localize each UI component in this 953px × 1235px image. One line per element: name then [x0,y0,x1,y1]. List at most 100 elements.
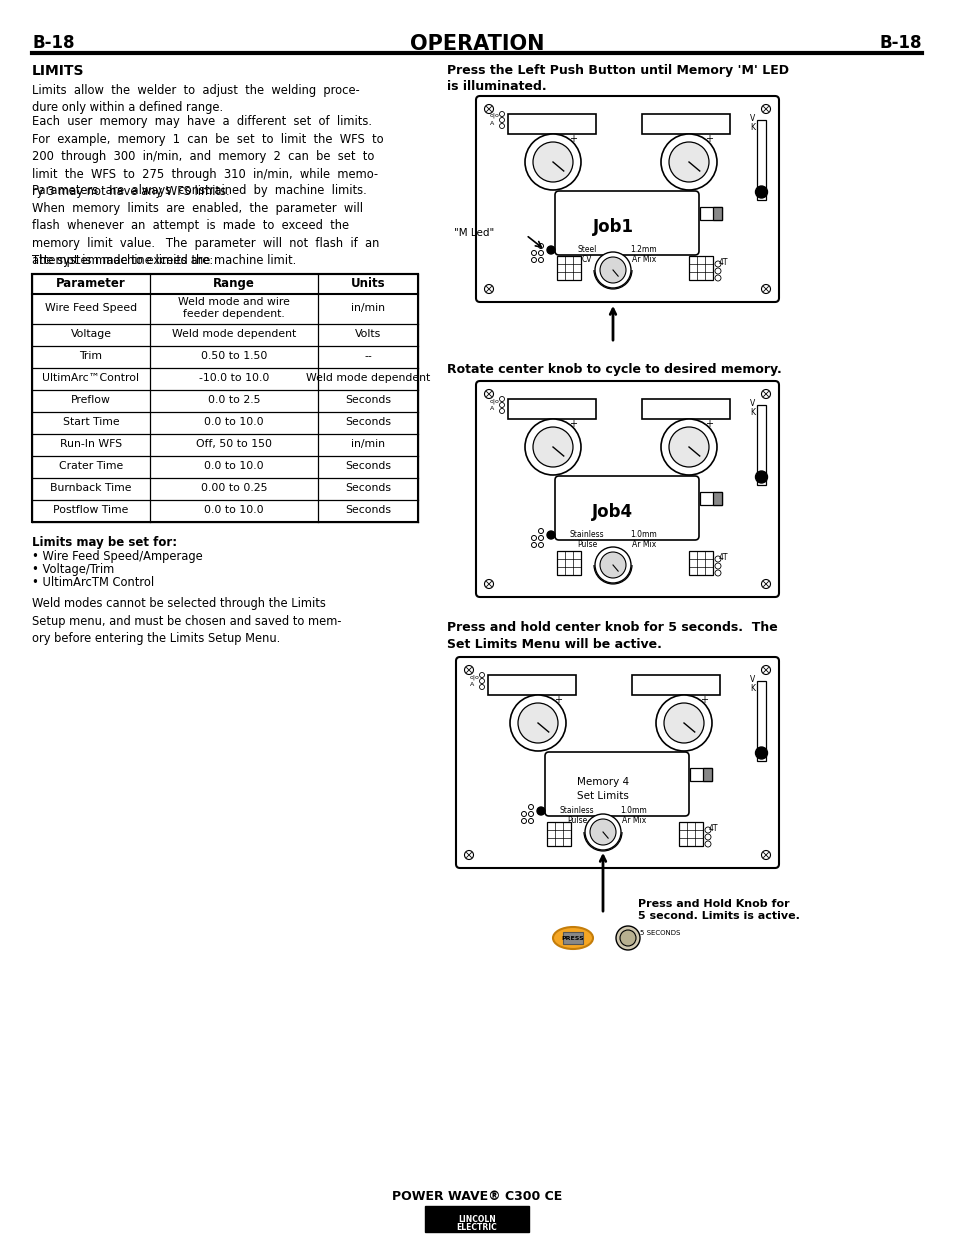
Bar [641,399,729,419]
Text: • Voltage/Trim: • Voltage/Trim [32,563,114,577]
Circle shape [533,427,573,467]
Text: Job4: Job4 [592,503,633,521]
Circle shape [755,471,767,483]
Text: A: A [470,682,474,687]
Text: 0.00 to 0.25: 0.00 to 0.25 [200,483,267,493]
Bar [688,256,712,280]
Circle shape [755,186,767,198]
Text: • Wire Feed Speed/Amperage: • Wire Feed Speed/Amperage [32,551,203,563]
Text: Trim: Trim [79,351,102,362]
Text: Range: Range [213,278,254,290]
Bar [702,768,711,781]
Text: V: V [750,114,755,124]
Text: Seconds: Seconds [345,505,391,515]
Text: Start Time: Start Time [63,417,119,427]
Text: +: + [568,419,577,429]
Text: "M Led": "M Led" [454,228,494,238]
Text: UltimArc™Control: UltimArc™Control [43,373,139,383]
Bar [507,114,596,135]
Text: 1.0mm
Ar Mix: 1.0mm Ar Mix [630,530,657,550]
Text: Limits may be set for:: Limits may be set for: [32,536,177,550]
Text: Rotate center knob to cycle to desired memory.: Rotate center knob to cycle to desired m… [447,363,781,375]
Bar [757,680,765,761]
Text: Seconds: Seconds [345,417,391,427]
Text: Units: Units [351,278,385,290]
Text: A: A [490,121,494,126]
Text: OPERATION: OPERATION [410,35,543,54]
Circle shape [668,427,708,467]
Circle shape [546,246,555,254]
Circle shape [510,695,565,751]
Bar [712,492,721,505]
Text: Press and Hold Knob for
5 second. Limits is active.: Press and Hold Knob for 5 second. Limits… [638,899,799,921]
Text: ELECTRIC: ELECTRIC [456,1224,497,1233]
Bar [689,768,711,781]
Bar [32,274,417,522]
Text: • UltimArcTM Control: • UltimArcTM Control [32,577,154,589]
Text: Voltage: Voltage [71,330,112,340]
Bar [700,207,721,220]
Text: Steel
CV: Steel CV [577,245,596,264]
Text: V: V [750,676,755,684]
Text: +: + [704,419,712,429]
Bar [712,207,721,220]
Text: 4T: 4T [719,258,728,267]
Circle shape [660,135,717,190]
Text: Seconds: Seconds [345,483,391,493]
Circle shape [660,419,717,475]
Bar [631,676,720,695]
Text: +: + [704,135,712,144]
Text: Weld mode and wire
feeder dependent.: Weld mode and wire feeder dependent. [178,298,290,320]
Text: Wire Feed Speed: Wire Feed Speed [45,304,137,314]
Text: K: K [750,124,755,132]
Text: -10.0 to 10.0: -10.0 to 10.0 [198,373,269,383]
Text: o|o: o|o [490,398,499,404]
Circle shape [595,252,630,288]
FancyBboxPatch shape [456,657,779,868]
Circle shape [595,547,630,583]
Text: --: -- [364,351,372,362]
Text: B-18: B-18 [32,35,74,52]
Text: Postflow Time: Postflow Time [53,505,129,515]
Circle shape [524,419,580,475]
Bar [488,676,576,695]
Circle shape [599,552,625,578]
FancyBboxPatch shape [476,96,779,303]
Text: 1.0mm
Ar Mix: 1.0mm Ar Mix [620,806,647,825]
Text: Weld mode dependent: Weld mode dependent [172,330,295,340]
Text: 0.0 to 10.0: 0.0 to 10.0 [204,417,264,427]
Text: Weld mode dependent: Weld mode dependent [306,373,430,383]
Circle shape [589,819,616,845]
Text: Press the Left Push Button until Memory 'M' LED
is illuminated.: Press the Left Push Button until Memory … [447,64,788,94]
Text: +: + [700,695,707,705]
Text: POWER WAVE® C300 CE: POWER WAVE® C300 CE [392,1191,561,1203]
FancyBboxPatch shape [555,475,699,540]
Text: Weld modes cannot be selected through the Limits
Setup menu, and must be chosen : Weld modes cannot be selected through th… [32,598,341,645]
Text: Job1: Job1 [592,219,633,236]
Text: 1.2mm
Ar Mix: 1.2mm Ar Mix [630,245,657,264]
Text: 0.50 to 1.50: 0.50 to 1.50 [200,351,267,362]
FancyBboxPatch shape [555,191,699,254]
Text: +: + [554,695,561,705]
Text: in/min: in/min [351,440,385,450]
Text: B-18: B-18 [879,35,921,52]
Circle shape [517,703,558,743]
Text: Seconds: Seconds [345,462,391,472]
Text: o|o: o|o [470,674,479,679]
Bar [688,551,712,576]
Text: A: A [490,406,494,411]
Text: Crater Time: Crater Time [59,462,123,472]
Text: K: K [750,408,755,417]
Circle shape [668,142,708,182]
FancyBboxPatch shape [476,382,779,597]
Text: Off, 50 to 150: Off, 50 to 150 [195,440,272,450]
Bar [557,256,580,280]
Text: Each  user  memory  may  have  a  different  set  of  limits.
For  example,  mem: Each user memory may have a different se… [32,115,383,199]
Bar [757,405,765,485]
Circle shape [599,257,625,283]
Circle shape [616,926,639,950]
Text: V: V [750,399,755,408]
Text: Parameter: Parameter [56,278,126,290]
Text: o|o: o|o [490,112,499,119]
Ellipse shape [553,927,593,948]
